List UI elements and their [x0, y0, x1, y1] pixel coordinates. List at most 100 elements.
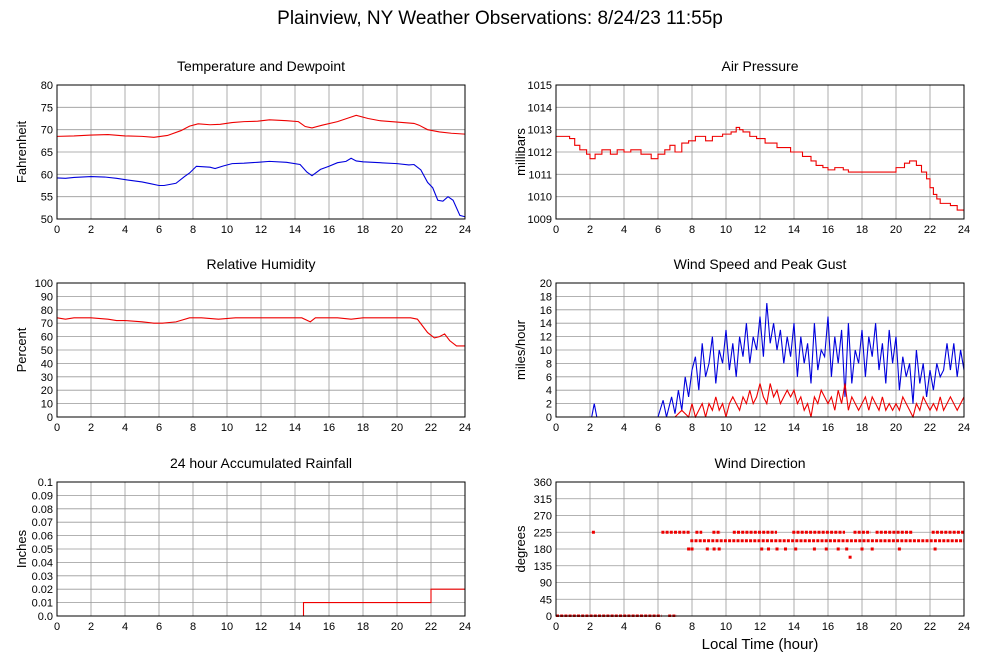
y-axis-label: Percent: [14, 327, 29, 372]
x-tick-label: 2: [587, 422, 593, 434]
data-point: [690, 547, 694, 551]
x-tick-label: 20: [890, 422, 902, 434]
y-tick-label: 0.06: [32, 531, 53, 543]
x-tick-label: 0: [553, 422, 559, 434]
x-tick-label: 8: [689, 224, 695, 236]
x-tick-label: 16: [323, 224, 335, 236]
x-tick-label: 12: [255, 621, 267, 633]
x-tick-label: 14: [289, 422, 301, 434]
y-tick-label: 0.08: [32, 504, 53, 516]
y-axis-label: Fahrenheit: [14, 121, 29, 184]
plot-frame: [555, 84, 965, 220]
data-point: [712, 547, 716, 551]
series-line-blue: [57, 157, 465, 218]
y-tick-label: 1009: [528, 214, 552, 226]
y-axis-label: Inches: [14, 529, 29, 568]
x-tick-label: 4: [621, 224, 627, 236]
y-tick-label: 0.04: [32, 557, 53, 569]
data-point: [705, 547, 709, 551]
x-tick-label: 18: [357, 422, 369, 434]
y-tick-label: 60: [41, 332, 53, 344]
x-tick-label: 20: [391, 621, 403, 633]
x-tick-label: 6: [655, 422, 661, 434]
y-tick-label: 0: [47, 412, 53, 424]
x-tick-label: 16: [822, 224, 834, 236]
y-axis-label: miles/hour: [513, 319, 528, 380]
x-tick-label: 6: [156, 224, 162, 236]
x-tick-label: 0: [553, 224, 559, 236]
x-tick-label: 24: [459, 422, 471, 434]
x-tick-label: 12: [754, 224, 766, 236]
x-tick-label: 16: [323, 422, 335, 434]
y-tick-label: 0.02: [32, 584, 53, 596]
x-tick-label: 2: [587, 621, 593, 633]
y-axis-label: degrees: [513, 525, 528, 572]
series-line-red: [556, 126, 964, 213]
y-tick-label: 1014: [528, 102, 552, 114]
data-point: [591, 530, 595, 534]
y-tick-label: 180: [534, 544, 552, 556]
y-tick-label: 135: [534, 561, 552, 573]
x-tick-label: 10: [720, 422, 732, 434]
x-tick-label: 10: [221, 621, 233, 633]
y-tick-label: 0.07: [32, 517, 53, 529]
y-tick-label: 8: [546, 358, 552, 370]
x-tick-label: 10: [720, 224, 732, 236]
x-tick-label: 0: [54, 422, 60, 434]
y-tick-label: 2: [546, 399, 552, 411]
x-tick-label: 20: [890, 224, 902, 236]
x-tick-label: 10: [221, 224, 233, 236]
x-tick-label: 0: [54, 621, 60, 633]
y-tick-label: 0.01: [32, 598, 53, 610]
data-point: [870, 547, 874, 551]
x-tick-label: 4: [621, 422, 627, 434]
data-point: [687, 547, 691, 551]
y-tick-label: 100: [35, 278, 53, 290]
x-tick-label: 14: [289, 224, 301, 236]
x-tick-label: 22: [425, 422, 437, 434]
y-tick-label: 10: [540, 345, 552, 357]
y-tick-label: 20: [41, 385, 53, 397]
x-tick-label: 18: [856, 422, 868, 434]
y-tick-label: 50: [41, 214, 53, 226]
chart-title: Air Pressure: [721, 58, 798, 74]
y-tick-label: 1013: [528, 125, 552, 137]
y-tick-label: 90: [41, 291, 53, 303]
x-tick-label: 18: [856, 621, 868, 633]
y-tick-label: 14: [540, 318, 552, 330]
x-tick-label: 24: [459, 621, 471, 633]
x-tick-label: 12: [255, 422, 267, 434]
x-tick-label: 14: [289, 621, 301, 633]
plot-frame: [56, 84, 466, 220]
data-point: [836, 547, 840, 551]
y-tick-label: 0: [546, 611, 552, 623]
x-tick-label: 14: [788, 224, 800, 236]
plot-frame: [56, 282, 466, 418]
y-tick-label: 45: [540, 594, 552, 606]
x-tick-label: 22: [425, 621, 437, 633]
y-tick-label: 80: [41, 80, 53, 92]
data-point: [860, 547, 864, 551]
x-tick-label: 6: [156, 621, 162, 633]
series-line-red: [57, 317, 465, 347]
x-tick-label: 10: [221, 422, 233, 434]
data-point: [794, 547, 798, 551]
y-tick-label: 225: [534, 527, 552, 539]
x-tick-label: 6: [156, 422, 162, 434]
y-tick-label: 60: [41, 169, 53, 181]
x-tick-label: 24: [958, 422, 970, 434]
y-tick-label: 40: [41, 358, 53, 370]
data-point: [897, 547, 901, 551]
y-tick-label: 0.09: [32, 490, 53, 502]
x-tick-label: 0: [54, 224, 60, 236]
y-tick-label: 4: [546, 385, 552, 397]
x-tick-label: 14: [788, 422, 800, 434]
x-tick-label: 18: [357, 224, 369, 236]
series-line-red: [57, 114, 465, 138]
x-tick-label: 2: [88, 621, 94, 633]
